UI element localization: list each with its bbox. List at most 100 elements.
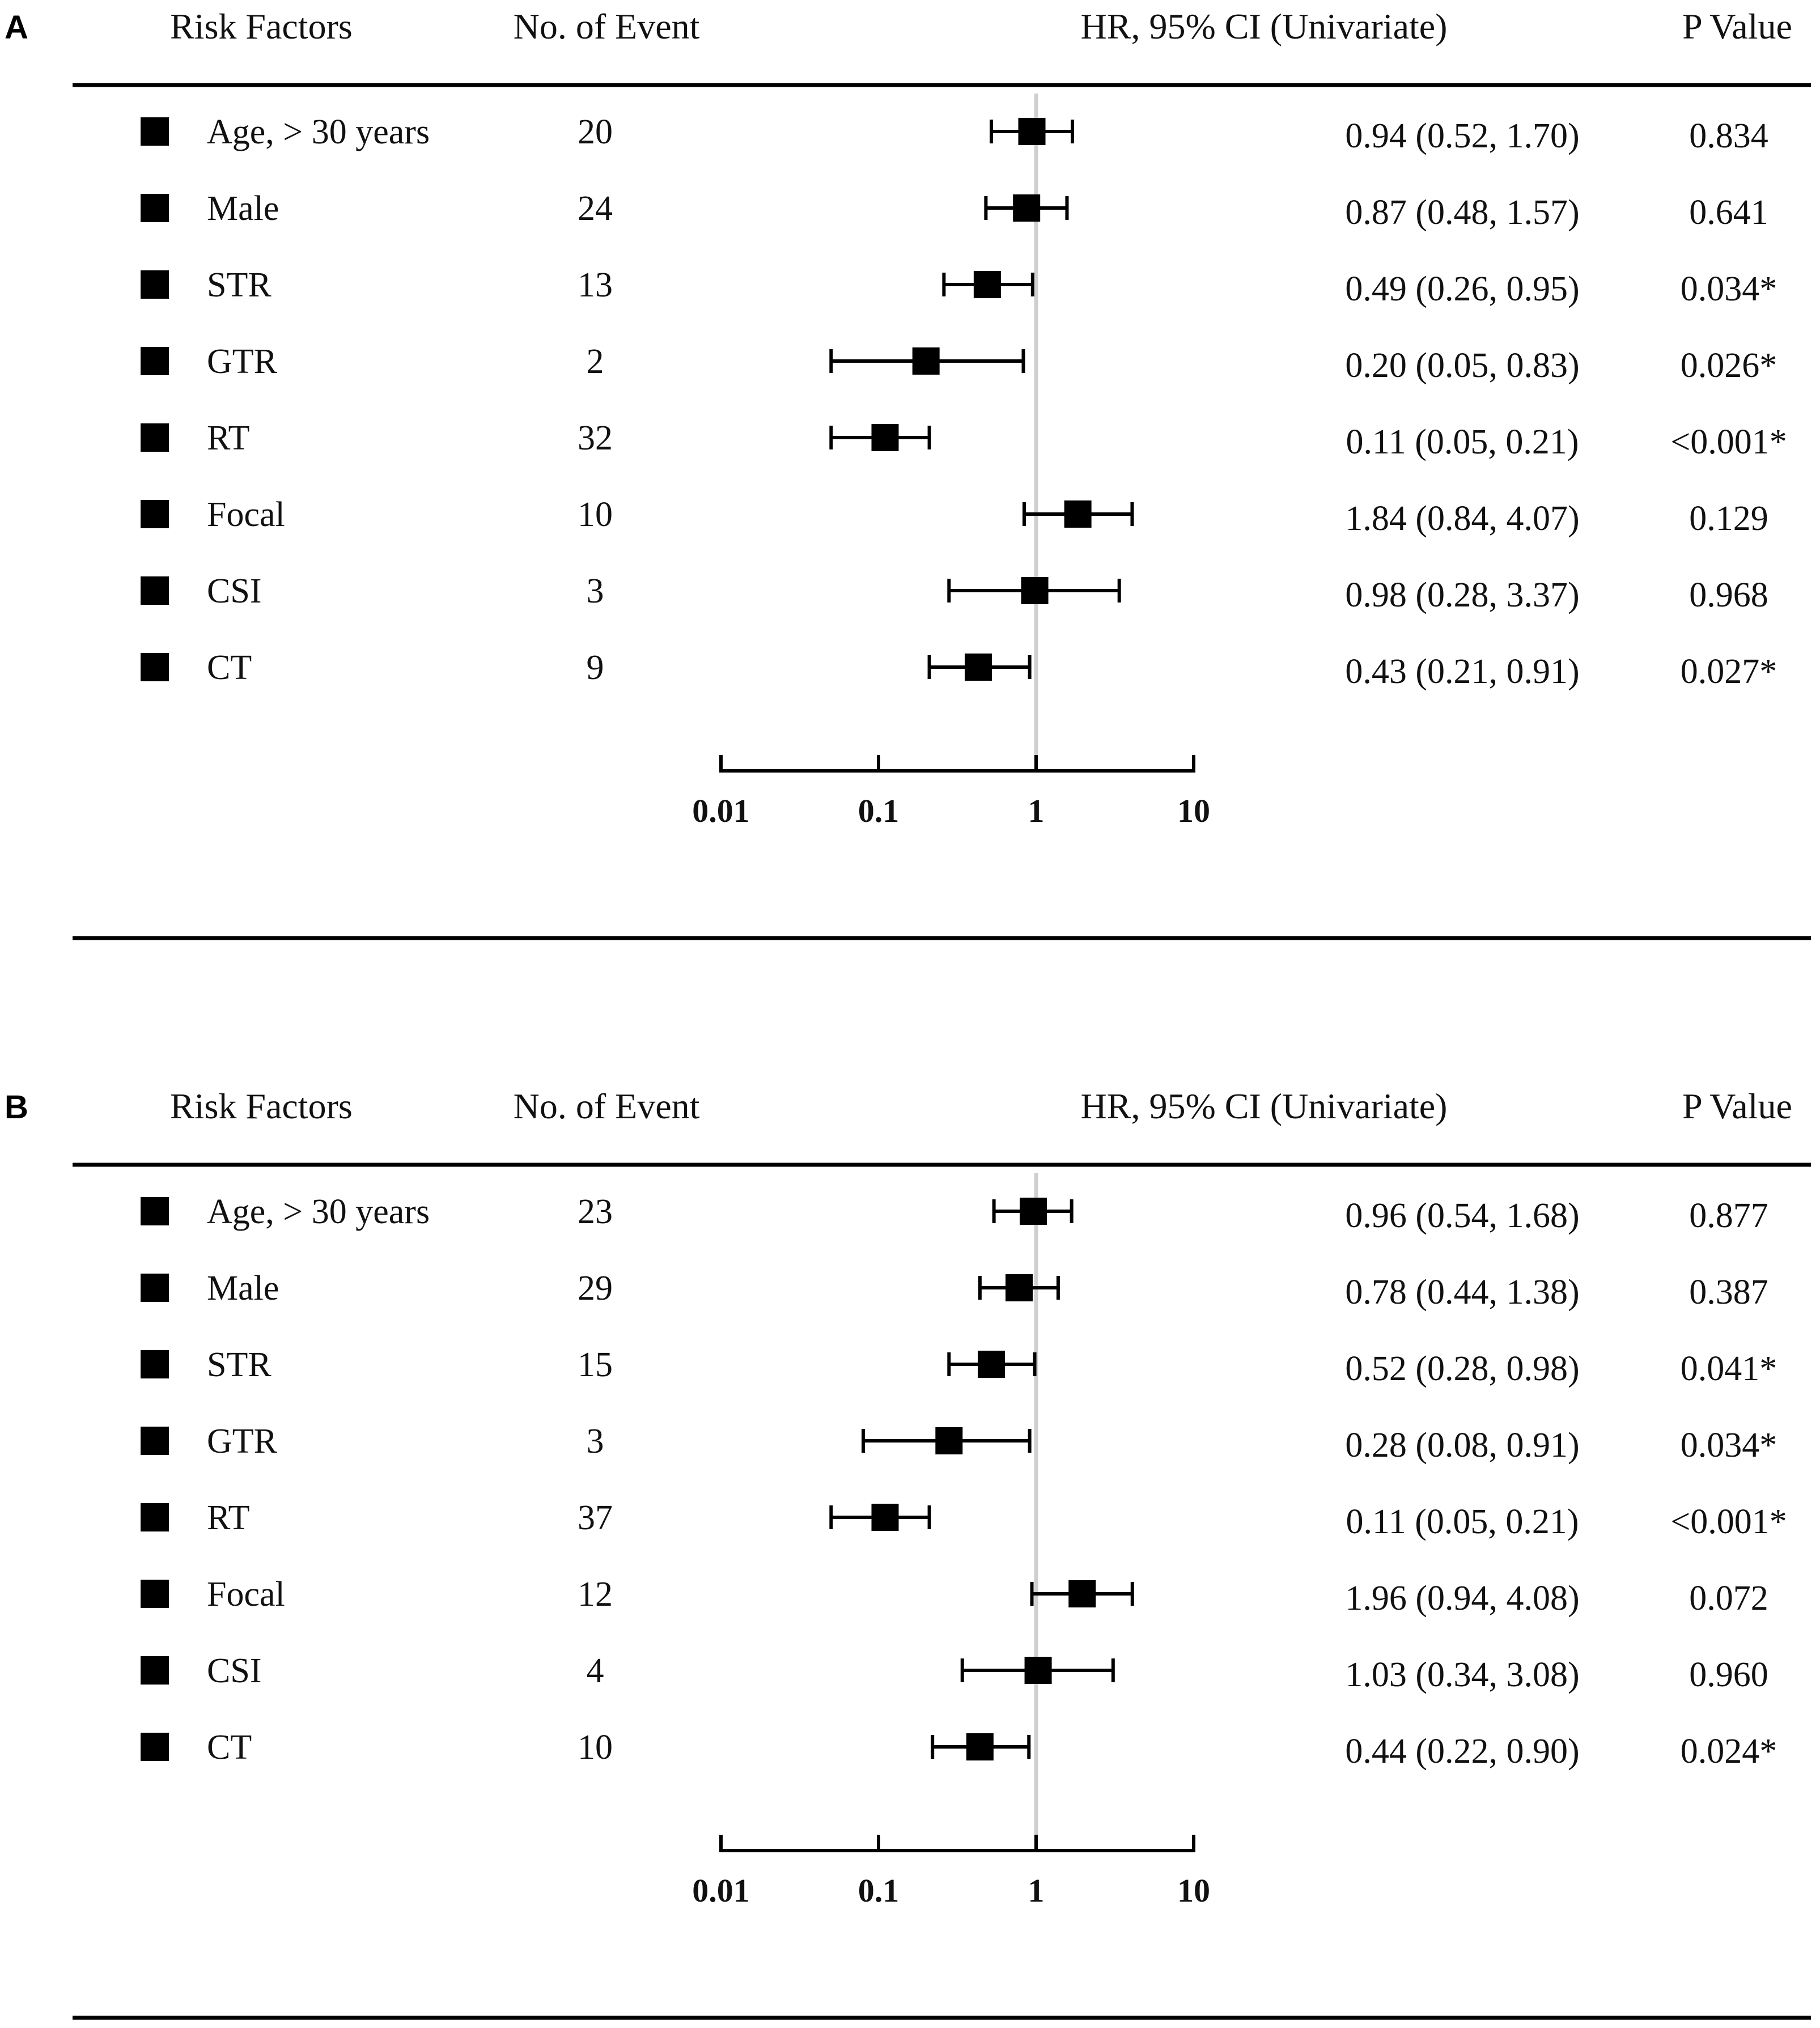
table-row: STR 13 0.49 (0.26, 0.95) 0.034* [141, 266, 1777, 308]
risk-factor-label: Focal [207, 1575, 285, 1614]
panel-b: B Risk Factors No. of Event HR, 95% CI (Uni… [5, 1086, 1811, 2020]
p-value: 0.034* [1681, 270, 1777, 308]
x-tick-label: 0.1 [858, 792, 900, 829]
event-count: 37 [578, 1499, 613, 1537]
event-count: 20 [578, 113, 613, 151]
hr-point [1020, 1198, 1047, 1225]
hr-ci-text: 1.03 (0.34, 3.08) [1345, 1656, 1579, 1694]
risk-factor-label: STR [207, 1346, 271, 1384]
row-marker-square [141, 1197, 169, 1225]
risk-factor-label: RT [207, 1499, 250, 1537]
hr-point [871, 424, 899, 451]
event-count: 24 [578, 189, 613, 228]
event-count: 23 [578, 1193, 613, 1231]
hr-point [1024, 1657, 1052, 1684]
hr-ci-text: 0.96 (0.54, 1.68) [1345, 1197, 1579, 1235]
p-value: 0.641 [1689, 193, 1768, 232]
header-hr-ci: HR, 95% CI (Univariate) [1081, 1086, 1448, 1126]
hr-ci-text: 1.96 (0.94, 4.08) [1345, 1579, 1579, 1618]
p-value: 0.026* [1681, 346, 1777, 385]
risk-factor-label: RT [207, 419, 250, 457]
hr-ci-text: 0.11 (0.05, 0.21) [1346, 1503, 1579, 1541]
row-marker-square [141, 500, 169, 528]
event-count: 2 [587, 342, 604, 381]
risk-factor-label: CSI [207, 572, 261, 610]
table-row: RT 32 0.11 (0.05, 0.21) <0.001* [141, 419, 1787, 461]
p-value: 0.834 [1689, 117, 1768, 155]
row-marker-square [141, 117, 169, 146]
panel-label: A [5, 9, 28, 46]
event-count: 12 [578, 1575, 613, 1614]
x-tick-label: 1 [1028, 1872, 1045, 1909]
hr-point [1064, 500, 1092, 528]
x-tick-label: 0.1 [858, 1872, 900, 1909]
panel-a: A Risk Factors No. of Event HR, 95% CI (Uni… [5, 6, 1811, 940]
x-tick-label: 0.01 [692, 1872, 750, 1909]
risk-factor-label: Focal [207, 495, 285, 534]
table-row: STR 15 0.52 (0.28, 0.98) 0.041* [141, 1346, 1777, 1388]
p-value: 0.129 [1689, 499, 1768, 538]
hr-ci-text: 0.94 (0.52, 1.70) [1345, 117, 1579, 155]
event-count: 10 [578, 1728, 613, 1767]
table-row: Male 29 0.78 (0.44, 1.38) 0.387 [141, 1269, 1768, 1312]
x-tick-label: 10 [1177, 792, 1210, 829]
row-marker-square [141, 576, 169, 605]
row-marker-square [141, 1427, 169, 1455]
table-row: GTR 3 0.28 (0.08, 0.91) 0.034* [141, 1422, 1777, 1465]
row-marker-square [141, 1580, 169, 1608]
header-risk-factors: Risk Factors [170, 1086, 353, 1126]
row-marker-square [141, 423, 169, 452]
hr-ci-text: 0.49 (0.26, 0.95) [1345, 270, 1579, 308]
hr-ci-text: 0.44 (0.22, 0.90) [1345, 1732, 1579, 1771]
risk-factor-label: CT [207, 648, 252, 687]
table-row: GTR 2 0.20 (0.05, 0.83) 0.026* [141, 342, 1777, 385]
hr-point [1006, 1274, 1033, 1301]
hr-point [912, 347, 940, 375]
hr-ci-text: 0.78 (0.44, 1.38) [1345, 1273, 1579, 1312]
p-value: 0.387 [1689, 1273, 1768, 1312]
hr-point [965, 654, 992, 681]
header-p-value: P Value [1682, 1086, 1792, 1126]
table-row: Age, > 30 years 20 0.94 (0.52, 1.70) 0.834 [141, 113, 1768, 155]
row-marker-square [141, 1733, 169, 1761]
table-row: Focal 12 1.96 (0.94, 4.08) 0.072 [141, 1575, 1768, 1618]
risk-factor-label: CT [207, 1728, 252, 1767]
hr-ci-text: 0.28 (0.08, 0.91) [1345, 1426, 1579, 1465]
event-count: 13 [578, 266, 613, 304]
row-marker-square [141, 270, 169, 299]
row-marker-square [141, 1503, 169, 1531]
hr-point [1021, 577, 1049, 604]
p-value: 0.034* [1681, 1426, 1777, 1465]
row-marker-square [141, 1656, 169, 1685]
hr-ci-text: 0.11 (0.05, 0.21) [1346, 423, 1579, 461]
risk-factor-label: Male [207, 1269, 279, 1308]
p-value: 0.024* [1681, 1732, 1777, 1771]
hr-ci-text: 0.98 (0.28, 3.37) [1345, 576, 1579, 614]
hr-point [1013, 194, 1041, 222]
hr-point [973, 271, 1001, 298]
row-marker-square [141, 1274, 169, 1302]
header-hr-ci: HR, 95% CI (Univariate) [1081, 6, 1448, 46]
hr-point [978, 1351, 1006, 1378]
row-marker-square [141, 1350, 169, 1378]
table-row: RT 37 0.11 (0.05, 0.21) <0.001* [141, 1499, 1787, 1541]
header-risk-factors: Risk Factors [170, 6, 353, 46]
p-value: 0.968 [1689, 576, 1768, 614]
p-value: <0.001* [1670, 423, 1787, 461]
p-value: 0.027* [1681, 652, 1777, 691]
table-row: Focal 10 1.84 (0.84, 4.07) 0.129 [141, 495, 1768, 538]
risk-factor-label: Age, > 30 years [207, 1193, 430, 1231]
p-value: 0.041* [1681, 1350, 1777, 1388]
table-row: CSI 3 0.98 (0.28, 3.37) 0.968 [141, 572, 1768, 614]
event-count: 9 [587, 648, 604, 687]
event-count: 4 [587, 1652, 604, 1690]
panel-label: B [5, 1089, 28, 1126]
p-value: 0.960 [1689, 1656, 1768, 1694]
table-row: Age, > 30 years 23 0.96 (0.54, 1.68) 0.877 [141, 1193, 1768, 1235]
risk-factor-label: Age, > 30 years [207, 113, 430, 151]
event-count: 3 [587, 572, 604, 610]
hr-ci-text: 0.43 (0.21, 0.91) [1345, 652, 1579, 691]
event-count: 10 [578, 495, 613, 534]
x-tick-label: 1 [1028, 792, 1045, 829]
